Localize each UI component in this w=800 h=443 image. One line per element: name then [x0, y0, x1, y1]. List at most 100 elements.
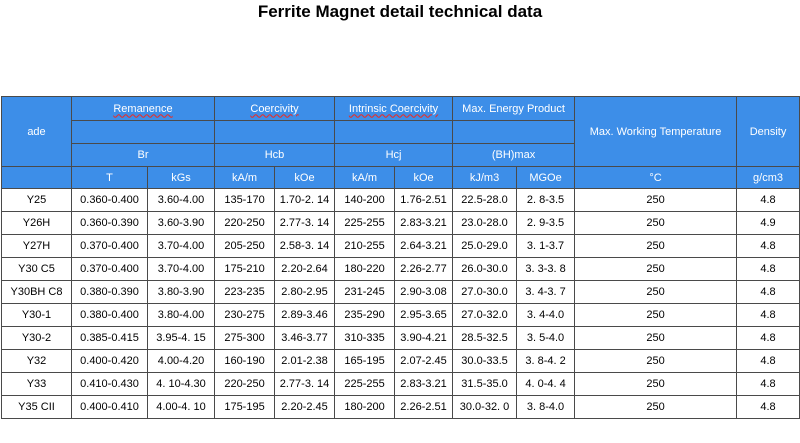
value-cell: 250 [574, 211, 738, 235]
value-cell: 2.64-3.21 [394, 234, 454, 258]
header-blank [214, 120, 336, 144]
value-cell: 3.90-4.21 [394, 326, 454, 350]
unit-cell: kJ/m3 [452, 166, 518, 189]
value-cell: 0.370-0.400 [71, 257, 148, 281]
value-cell: 3. 3-3. 8 [516, 257, 576, 281]
header-bhmax: (BH)max [452, 143, 576, 167]
value-cell: 250 [574, 326, 738, 350]
unit-cell: kOe [274, 166, 336, 189]
value-cell: 220-250 [214, 211, 276, 235]
grade-cell: Y33 [1, 372, 72, 396]
value-cell: 3.46-3.77 [274, 326, 336, 350]
value-cell: 3. 4-3. 7 [516, 280, 576, 304]
value-cell: 3. 5-4.0 [516, 326, 576, 350]
value-cell: 3.70-4.00 [146, 257, 216, 281]
value-cell: 2. 9-3.5 [516, 211, 576, 235]
header-coercivity: Coercivity [214, 96, 336, 121]
value-cell: 2.26-2.51 [394, 395, 454, 419]
value-cell: 2.83-3.21 [394, 372, 454, 396]
value-cell: 4.00-4.20 [146, 349, 216, 373]
value-cell: 26.0-30.0 [452, 257, 518, 281]
value-cell: 2.07-2.45 [394, 349, 454, 373]
value-cell: 310-335 [334, 326, 396, 350]
value-cell: 4.9 [736, 211, 800, 235]
value-cell: 2.90-3.08 [394, 280, 454, 304]
value-cell: 250 [574, 257, 738, 281]
value-cell: 225-255 [334, 372, 396, 396]
value-cell: 2.58-3. 14 [274, 234, 336, 258]
header-br: Br [70, 143, 216, 167]
value-cell: 175-210 [214, 257, 276, 281]
grade-cell: Y25 [1, 188, 72, 212]
value-cell: 140-200 [334, 188, 396, 212]
value-cell: 4. 0-4. 4 [516, 372, 576, 396]
value-cell: 2. 8-3.5 [516, 188, 576, 212]
value-cell: 250 [574, 303, 738, 327]
page-title: Ferrite Magnet detail technical data [257, 2, 543, 21]
header-blank [334, 120, 454, 144]
value-cell: 3.60-4.00 [146, 188, 216, 212]
unit-cell: g/cm3 [736, 166, 800, 189]
value-cell: 4. 10-4.30 [146, 372, 216, 396]
value-cell: 27.0-30.0 [452, 280, 518, 304]
value-cell: 0.410-0.430 [71, 372, 148, 396]
header-max-working-temperature: Max. Working Temperature [574, 96, 738, 167]
value-cell: 2.26-2.77 [394, 257, 454, 281]
grade-cell: Y27H [1, 234, 72, 258]
value-cell: 22.5-28.0 [452, 188, 518, 212]
grade-cell: Y30-2 [1, 326, 72, 350]
value-cell: 3.80-3.90 [146, 280, 216, 304]
value-cell: 220-250 [214, 372, 276, 396]
value-cell: 30.0-32. 0 [452, 395, 518, 419]
value-cell: 0.400-0.410 [71, 395, 148, 419]
value-cell: 3. 4-4.0 [516, 303, 576, 327]
value-cell: 4.8 [736, 303, 800, 327]
value-cell: 180-220 [334, 257, 396, 281]
value-cell: 230-275 [214, 303, 276, 327]
value-cell: 28.5-32.5 [452, 326, 518, 350]
value-cell: 2.95-3.65 [394, 303, 454, 327]
value-cell: 0.385-0.415 [71, 326, 148, 350]
header-density: Density [736, 96, 800, 167]
value-cell: 4.8 [736, 372, 800, 396]
value-cell: 27.0-32.0 [452, 303, 518, 327]
value-cell: 30.0-33.5 [452, 349, 518, 373]
value-cell: 2.89-3.46 [274, 303, 336, 327]
value-cell: 231-245 [334, 280, 396, 304]
value-cell: 3.70-4.00 [146, 234, 216, 258]
value-cell: 2.20-2.64 [274, 257, 336, 281]
value-cell: 4.8 [736, 188, 800, 212]
value-cell: 250 [574, 372, 738, 396]
header-remanence: Remanence [70, 96, 216, 121]
header-hcb: Hcb [214, 143, 336, 167]
unit-cell: kOe [394, 166, 454, 189]
technical-data-table: ade Remanence Coercivity Intrinsic Coerc… [1, 96, 800, 419]
value-cell: 2.01-2.38 [274, 349, 336, 373]
table-row: Y30BH C8 0.380-0.390 3.80-3.90 223-235 2.80-… [1, 280, 800, 304]
value-cell: 250 [574, 395, 738, 419]
value-cell: 223-235 [214, 280, 276, 304]
value-cell: 4.8 [736, 280, 800, 304]
header-hcj: Hcj [334, 143, 454, 167]
table-row: Y30-1 0.380-0.400 3.80-4.00 230-275 2.89-3.4… [1, 303, 800, 327]
value-cell: 3.80-4.00 [146, 303, 216, 327]
header-grade: ade [1, 96, 72, 167]
grade-cell: Y30BH C8 [1, 280, 72, 304]
unit-cell: kGs [146, 166, 216, 189]
value-cell: 1.76-2.51 [394, 188, 454, 212]
header-blank [452, 120, 576, 144]
table-row: Y26H 0.360-0.390 3.60-3.90 220-250 2.77-3. 1… [1, 211, 800, 235]
value-cell: 135-170 [214, 188, 276, 212]
value-cell: 205-250 [214, 234, 276, 258]
value-cell: 23.0-28.0 [452, 211, 518, 235]
table-row: Y30 C5 0.370-0.400 3.70-4.00 175-210 2.20-2.… [1, 257, 800, 281]
unit-cell: MGOe [516, 166, 576, 189]
unit-cell: kA/m [214, 166, 276, 189]
unit-cell: °C [574, 166, 738, 189]
header-max-energy-product: Max. Energy Product [452, 96, 576, 121]
value-cell: 250 [574, 280, 738, 304]
table-row: Y32 0.400-0.420 4.00-4.20 160-190 2.01-2.38 1… [1, 349, 800, 373]
table-row: Y33 0.410-0.430 4. 10-4.30 220-250 2.77-3. 1… [1, 372, 800, 396]
value-cell: 0.380-0.400 [71, 303, 148, 327]
value-cell: 4.8 [736, 395, 800, 419]
